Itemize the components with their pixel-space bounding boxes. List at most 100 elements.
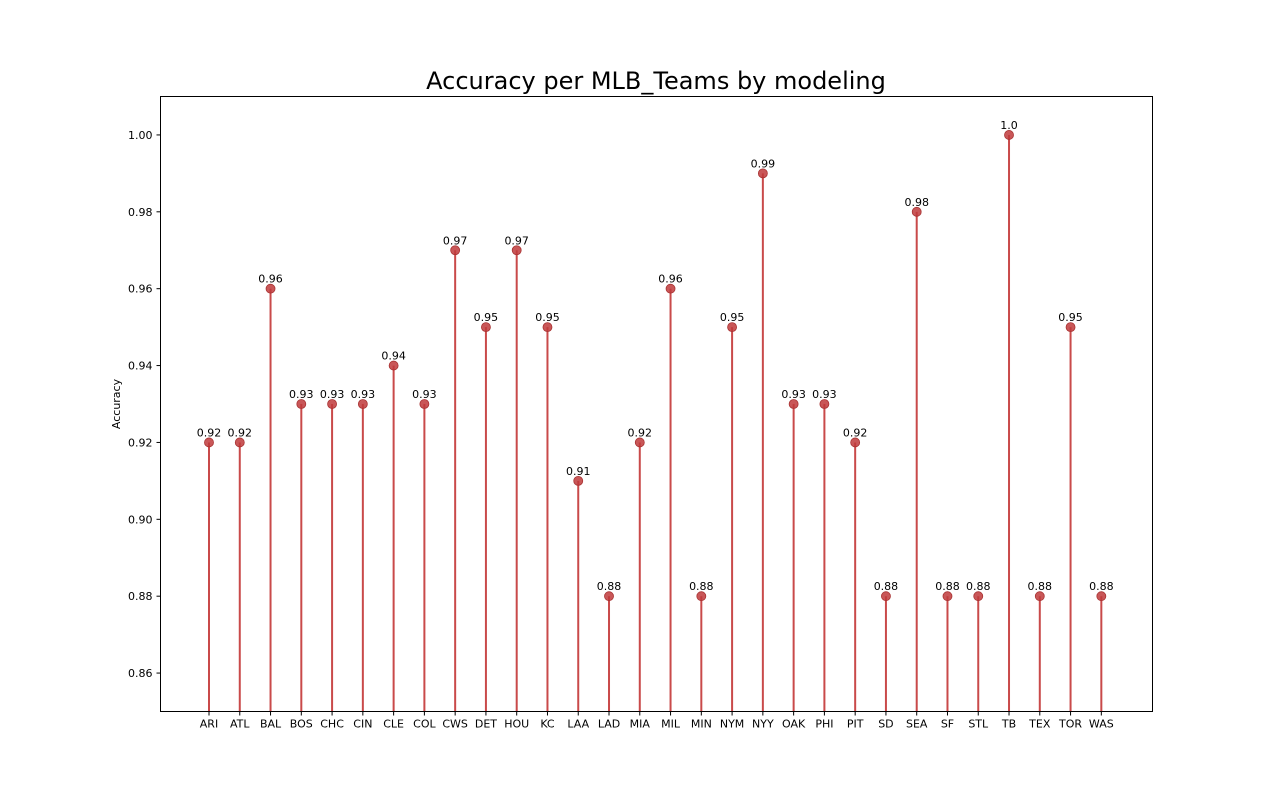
x-tick-label: BOS [290,718,313,731]
data-point [911,206,922,217]
data-label: 0.95 [474,311,499,324]
data-label: 0.88 [966,580,991,593]
data-point [727,322,737,333]
data-point [419,399,430,409]
x-tick-label: PHI [815,718,833,731]
x-tick-label: HOU [504,718,529,731]
data-label: 0.92 [843,426,868,439]
x-tick-label: MIL [661,718,681,731]
data-label: 1.0 [1000,119,1018,132]
data-label: 0.88 [689,580,714,593]
data-label: 0.97 [443,234,468,247]
plot-frame [160,96,1153,712]
x-tick-label: NYY [752,718,774,731]
data-label: 0.93 [351,388,376,401]
y-tick-label: 0.94 [128,360,153,373]
data-point [1065,322,1076,333]
data-label: 0.92 [628,426,653,439]
y-tick-label: 0.90 [128,513,153,526]
data-point [819,399,830,409]
x-tick-label: TEX [1028,718,1051,731]
data-label: 0.97 [504,234,529,247]
data-point [511,245,522,256]
x-tick-label: DET [475,718,497,731]
x-tick-label: WAS [1089,718,1114,731]
x-tick-label: MIA [630,718,651,731]
data-point [388,360,399,371]
data-label: 0.93 [320,388,345,401]
y-tick-label: 0.86 [128,667,153,680]
data-point [204,437,214,448]
data-point [357,399,368,409]
x-tick-label: STL [968,718,989,731]
data-point [573,475,584,486]
y-tick-label: 0.88 [128,590,153,603]
data-point [1096,591,1107,602]
y-tick-label: 0.98 [128,206,153,219]
data-label: 0.93 [812,388,837,401]
data-point [850,437,861,448]
data-label: 0.93 [781,388,806,401]
data-point [1034,591,1045,602]
x-tick-label: TB [1001,718,1016,731]
x-tick-label: PIT [847,718,864,731]
x-tick-label: CLE [383,718,404,731]
data-point [327,399,337,409]
data-point [634,437,645,448]
x-tick-label: OAK [782,718,806,731]
data-point [450,245,461,256]
data-point [542,322,553,333]
x-tick-label: LAA [567,718,589,731]
data-label: 0.95 [535,311,560,324]
data-label: 0.94 [381,350,406,363]
x-tick-label: CIN [353,718,372,731]
data-point [296,399,307,409]
x-tick-label: ATL [230,718,250,731]
x-tick-label: SD [878,718,893,731]
x-tick-label: NYM [720,718,744,731]
data-point [788,399,799,409]
data-label: 0.96 [658,273,683,286]
x-tick-label: SF [941,718,954,731]
x-tick-label: CWS [442,718,468,731]
data-label: 0.88 [1089,580,1114,593]
y-tick-label: 0.96 [128,283,153,296]
x-tick-label: SEA [906,718,928,731]
data-label: 0.92 [197,426,222,439]
data-label: 0.95 [720,311,745,324]
data-point [481,322,491,333]
data-label: 0.93 [412,388,437,401]
data-point [604,591,614,602]
data-label: 0.98 [904,196,929,209]
x-tick-label: BAL [260,718,282,731]
data-label: 0.88 [874,580,899,593]
data-point [234,437,245,448]
data-point [696,591,707,602]
data-label: 0.91 [566,465,591,478]
data-label: 0.88 [597,580,622,593]
y-tick-label: 1.00 [128,129,153,142]
data-label: 0.88 [935,580,960,593]
data-label: 0.88 [1028,580,1053,593]
x-tick-label: MIN [691,718,712,731]
data-point [973,591,984,602]
y-tick-label: 0.92 [128,436,153,449]
x-tick-label: TOR [1058,718,1082,731]
x-tick-label: COL [413,718,436,731]
chart-title: Accuracy per MLB_Teams by modeling [426,67,886,95]
data-label: 0.99 [751,157,776,170]
y-axis-label: Accuracy [110,378,123,429]
data-point [1004,130,1014,140]
data-label: 0.96 [258,273,283,286]
x-tick-label: KC [540,718,555,731]
data-label: 0.93 [289,388,314,401]
chart-marks: 0.86 0.88 0.90 0.92 0.94 0.96 0.98 1.00 0.92 ARI 0… [128,119,1114,731]
data-point [665,283,676,294]
data-label: 0.95 [1058,311,1083,324]
x-tick-label: ARI [200,718,218,731]
data-point [881,591,891,602]
x-tick-label: CHC [320,718,344,731]
data-point [942,591,953,602]
